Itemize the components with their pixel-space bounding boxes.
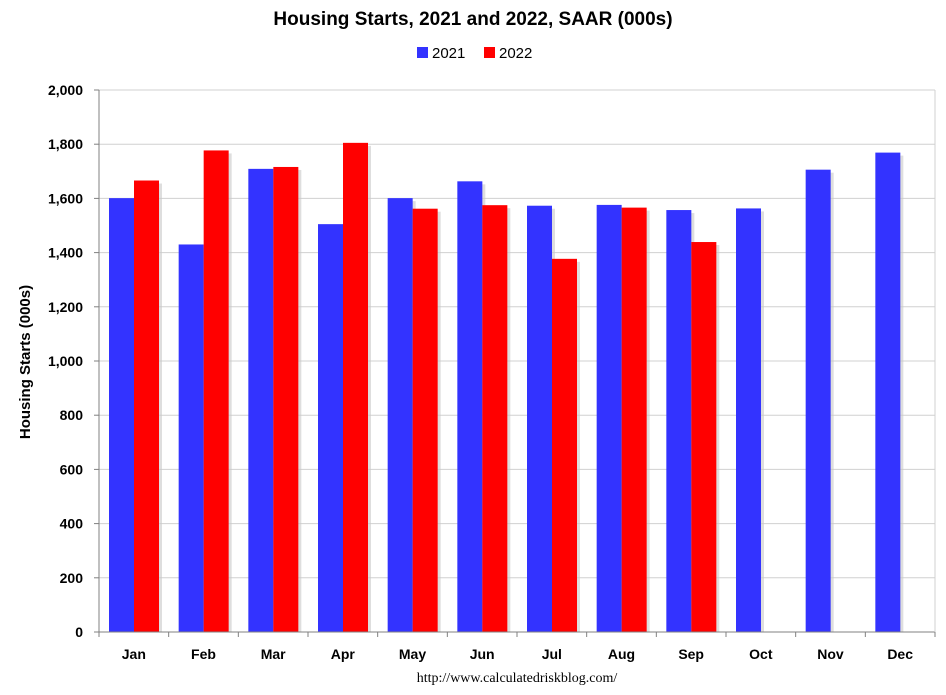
x-tick-label: Feb [191,646,216,662]
bar-2022-feb [203,150,229,633]
bar-2021-jul [527,205,552,633]
bar-2021-jan [109,198,134,632]
bar-2021-nov [805,169,831,632]
bar-2022-sep [691,242,717,632]
y-tick-label: 800 [60,407,84,423]
plot-area: 0 200 400 600 800 1,000 1,200 1,400 1,600 1,800 2,… [48,82,936,662]
bar-2022-jan [134,180,159,632]
y-tick-label: 1,400 [48,245,83,261]
legend-label-2022: 2022 [499,45,532,62]
x-tick-label: Mar [261,646,286,662]
x-tick-label: May [399,646,426,662]
bar-2022-mar [273,166,299,633]
y-tick-label: 400 [60,516,84,532]
y-tick-label: 600 [60,461,84,477]
x-tick-label: Jun [470,646,495,662]
bar-2022-jun [482,205,508,633]
bar-2022-may [412,208,438,632]
legend-label-2021: 2021 [432,45,465,62]
y-tick-label: 1,600 [48,190,83,206]
bar-2021-aug [596,204,622,633]
x-tick-label: Dec [887,646,913,662]
source-url: http://www.calculatedriskblog.com/ [417,671,618,686]
bar-2021-mar [248,168,274,632]
bar-2021-feb [178,244,204,632]
x-tick-label: Nov [817,646,844,662]
bar-2021-oct [736,208,761,632]
x-tick-label: Jan [122,646,146,662]
legend-swatch-2021 [417,47,428,58]
bar-2021-jun [457,181,483,632]
chart-title: Housing Starts, 2021 and 2022, SAAR (000… [273,9,672,30]
legend-swatch-2022 [484,47,495,58]
x-tick-label: Jul [542,646,562,662]
x-tick-label: Oct [749,646,773,662]
x-tick-label: Apr [331,646,356,662]
bar-2021-may [387,198,413,632]
y-tick-label: 1,800 [48,136,83,152]
y-tick-label: 200 [60,570,84,586]
x-tick-label: Aug [608,646,635,662]
y-tick-label: 1,200 [48,299,83,315]
bar-2021-dec [875,152,901,632]
bar-2022-jul [552,258,577,632]
y-tick-label: 2,000 [48,82,83,98]
bar-2022-aug [621,207,647,632]
bar-2021-sep [666,210,692,633]
bar-2022-apr [343,142,368,632]
y-tick-label: 0 [75,624,83,640]
y-axis-label: Housing Starts (000s) [17,285,34,439]
bar-2021-apr [318,224,343,632]
y-tick-label: 1,000 [48,353,83,369]
x-tick-label: Sep [678,646,704,662]
legend: 2021 2022 [417,45,532,62]
